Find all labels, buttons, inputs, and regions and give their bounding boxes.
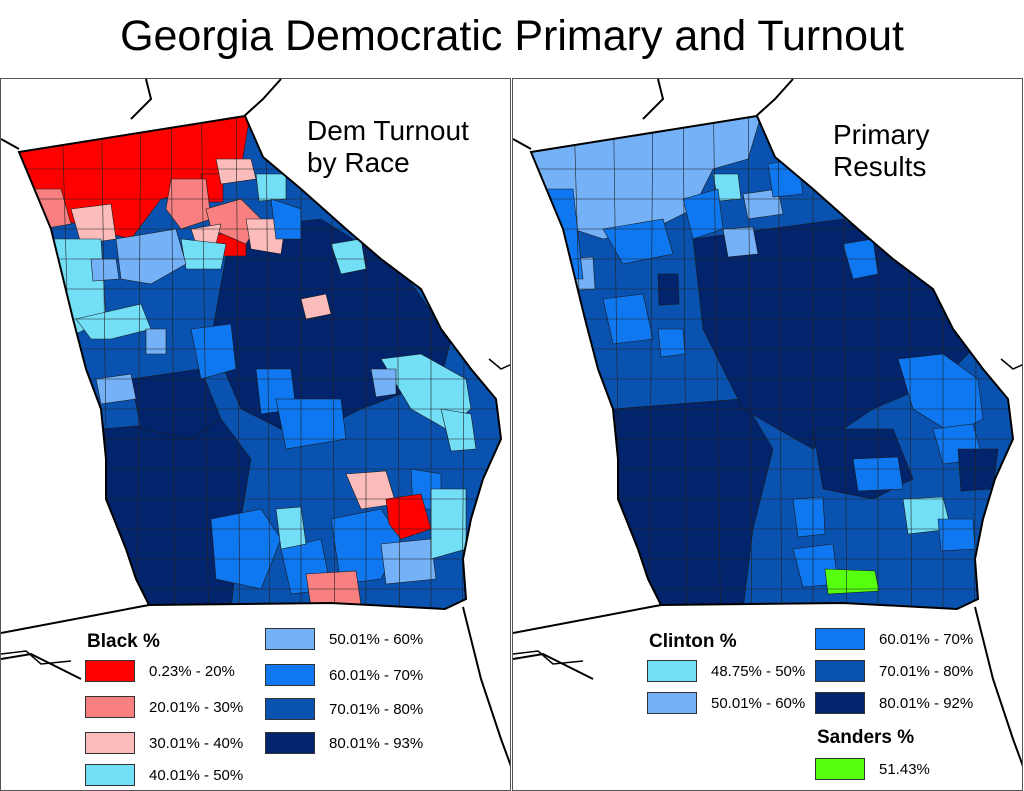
legend-item-black-5: 60.01% - 70% (265, 663, 423, 687)
legend-label: 70.01% - 80% (879, 662, 974, 680)
legend-item-black-7: 80.01% - 93% (265, 731, 423, 755)
legend-label: 40.01% - 50% (149, 766, 244, 784)
alabama-border (1, 138, 20, 150)
turnout-map-title-line-1: Dem Turnout (307, 115, 469, 146)
tennessee-border (642, 79, 665, 120)
results-map-title-line-1: Primary (833, 119, 930, 150)
legend-swatch (265, 664, 315, 686)
florida-panhandle-coast (513, 652, 594, 680)
georgia-outline (17, 114, 503, 611)
sanders-percent-legend-title: Sanders % (817, 727, 915, 748)
legend-swatch (815, 660, 865, 682)
clinton-percent-legend-title: Clinton % (649, 631, 737, 652)
legend-label: 70.01% - 80% (329, 700, 424, 718)
legend-item-black-2: 30.01% - 40% (85, 731, 243, 755)
legend-swatch (265, 732, 315, 754)
legend-label: 30.01% - 40% (149, 734, 244, 752)
primary-results-map (513, 79, 1022, 767)
legend-label: 80.01% - 92% (879, 694, 974, 712)
alabama-border (513, 138, 532, 150)
legend-swatch (265, 698, 315, 720)
legend-swatch (265, 628, 315, 650)
legend-item-clinton-0: 48.75% - 50% (647, 659, 805, 683)
tennessee-border (130, 79, 153, 120)
tennessee-carolina-border (752, 79, 794, 120)
legend-label: 60.01% - 70% (879, 630, 974, 648)
legend-label: 51.43% (879, 760, 930, 778)
legend-item-sanders-0: 51.43% (815, 757, 930, 781)
legend-label: 60.01% - 70% (329, 666, 424, 684)
legend-label: 50.01% - 60% (711, 694, 806, 712)
turnout-map-title-line-2: by Race (307, 147, 410, 178)
florida-border (513, 604, 662, 634)
legend-swatch (815, 758, 865, 780)
turnout-map-title: Dem Turnout by Race (307, 115, 469, 179)
legend-item-clinton-1: 50.01% - 60% (647, 691, 805, 715)
legend-swatch (85, 764, 135, 786)
legend-swatch (85, 696, 135, 718)
legend-item-black-3: 40.01% - 50% (85, 763, 243, 787)
legend-swatch (647, 692, 697, 714)
legend-item-black-0: 0.23% - 20% (85, 659, 235, 683)
legend-item-clinton-4: 80.01% - 92% (815, 691, 973, 715)
legend-item-black-6: 70.01% - 80% (265, 697, 423, 721)
south-carolina-coast (488, 358, 510, 370)
florida-coast (974, 606, 1022, 767)
turnout-map (1, 79, 510, 767)
legend-swatch (647, 660, 697, 682)
black-percent-legend-title: Black % (87, 631, 160, 652)
legend-label: 80.01% - 93% (329, 734, 424, 752)
florida-coast (462, 606, 510, 767)
legend-swatch (85, 732, 135, 754)
page-title: Georgia Democratic Primary and Turnout (120, 12, 904, 60)
legend-label: 50.01% - 60% (329, 630, 424, 648)
legend-item-black-1: 20.01% - 30% (85, 695, 243, 719)
legend-item-clinton-2: 60.01% - 70% (815, 627, 973, 651)
tennessee-carolina-border (240, 79, 282, 120)
florida-panhandle-coast (1, 652, 82, 680)
primary-results-map-panel: Primary Results Clinton % 48.75% - 50% 5… (512, 78, 1023, 791)
legend-label: 0.23% - 20% (149, 662, 235, 680)
legend-item-black-4: 50.01% - 60% (265, 627, 423, 651)
legend-item-clinton-3: 70.01% - 80% (815, 659, 973, 683)
gulf-coast (513, 650, 584, 665)
legend-swatch (85, 660, 135, 682)
legend-label: 20.01% - 30% (149, 698, 244, 716)
legend-label: 48.75% - 50% (711, 662, 806, 680)
legend-swatch (815, 692, 865, 714)
georgia-outline (529, 114, 1015, 611)
gulf-coast (1, 650, 72, 665)
south-carolina-coast (1000, 358, 1022, 370)
florida-border (1, 604, 150, 634)
turnout-map-panel: Dem Turnout by Race Black % 0.23% - 20% … (0, 78, 511, 791)
results-map-title: Primary Results (833, 119, 929, 183)
legend-swatch (815, 628, 865, 650)
results-map-title-line-2: Results (833, 151, 927, 182)
